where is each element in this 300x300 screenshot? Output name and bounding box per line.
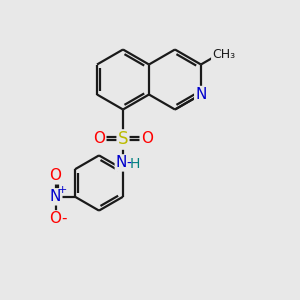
Text: S: S (118, 130, 128, 148)
Text: O: O (93, 130, 105, 146)
Text: CH₃: CH₃ (212, 47, 235, 61)
Text: N: N (195, 87, 207, 102)
Text: O: O (141, 130, 153, 146)
Text: N: N (116, 155, 127, 170)
Text: -: - (61, 211, 67, 226)
Text: H: H (129, 157, 140, 171)
Text: -: - (126, 157, 131, 171)
Text: O: O (50, 168, 61, 183)
Text: +: + (58, 185, 67, 195)
Text: O: O (50, 211, 61, 226)
Text: N: N (50, 189, 61, 204)
